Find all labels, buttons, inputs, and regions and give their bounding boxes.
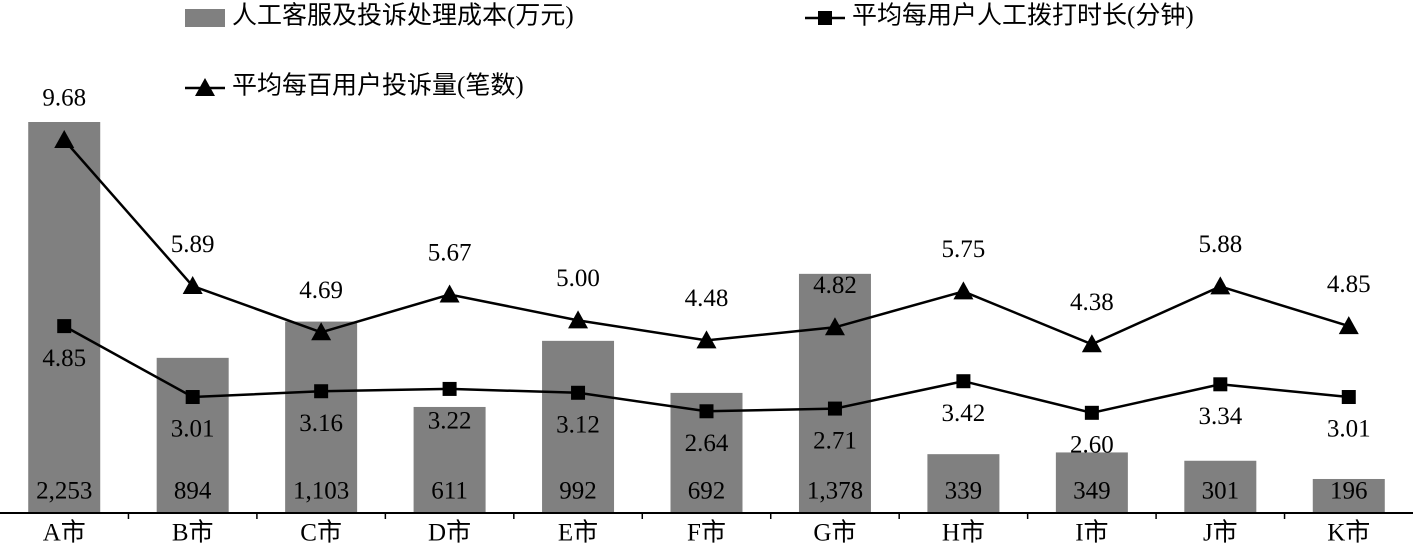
line-value-label: 4.85 bbox=[42, 345, 86, 372]
line-value-label: 2.64 bbox=[685, 430, 729, 457]
line-marker bbox=[827, 401, 842, 416]
x-tick-label: H市 bbox=[942, 519, 985, 547]
line-value-label: 2.71 bbox=[813, 427, 857, 454]
line-value-label: 3.01 bbox=[1327, 416, 1371, 443]
bar-value-label: 692 bbox=[688, 478, 726, 505]
legend-label: 人工客服及投诉处理成本(万元) bbox=[232, 2, 574, 30]
legend-swatch bbox=[185, 9, 225, 27]
bar-value-label: 611 bbox=[431, 478, 468, 505]
x-tick-label: B市 bbox=[172, 519, 214, 547]
line-marker bbox=[696, 330, 717, 349]
line-marker bbox=[195, 78, 215, 96]
line-value-label: 2.60 bbox=[1070, 432, 1114, 459]
line-value-label: 4.82 bbox=[813, 272, 857, 299]
x-tick-label: K市 bbox=[1327, 519, 1370, 547]
line-marker bbox=[1338, 316, 1359, 335]
line-value-label: 4.38 bbox=[1070, 289, 1114, 316]
bar-value-label: 2,253 bbox=[36, 478, 92, 505]
x-tick-label: E市 bbox=[558, 519, 598, 547]
line-marker bbox=[1210, 276, 1231, 295]
line-marker bbox=[442, 381, 457, 396]
bar bbox=[1312, 478, 1385, 513]
bar bbox=[798, 273, 871, 513]
bar bbox=[927, 454, 1000, 513]
legend-label: 平均每用户人工拨打时长(分钟) bbox=[852, 2, 1194, 30]
line-marker bbox=[311, 322, 332, 341]
line-marker bbox=[182, 276, 203, 295]
bar bbox=[28, 122, 101, 513]
line-value-label: 4.48 bbox=[685, 285, 729, 312]
line-value-label: 9.68 bbox=[42, 85, 86, 112]
line-value-label: 3.16 bbox=[299, 410, 343, 437]
line-marker bbox=[956, 374, 971, 389]
x-tick-label: D市 bbox=[428, 519, 471, 547]
bar-value-label: 992 bbox=[559, 478, 597, 505]
line-marker bbox=[568, 310, 589, 329]
line-value-label: 5.00 bbox=[556, 265, 600, 292]
line-value-label: 3.42 bbox=[942, 400, 986, 427]
line-value-label: 3.01 bbox=[171, 416, 215, 443]
bar-value-label: 349 bbox=[1073, 478, 1111, 505]
line-marker bbox=[57, 319, 72, 334]
line-marker bbox=[439, 284, 460, 303]
bar-value-label: 894 bbox=[174, 478, 212, 505]
line-value-label: 5.88 bbox=[1198, 231, 1242, 258]
bar bbox=[285, 321, 358, 513]
x-tick-label: F市 bbox=[687, 519, 726, 547]
line-marker bbox=[1341, 390, 1356, 405]
x-tick-label: C市 bbox=[300, 519, 342, 547]
line-marker bbox=[54, 130, 75, 148]
line-marker bbox=[571, 385, 586, 400]
bar-value-label: 301 bbox=[1202, 478, 1240, 505]
line-marker bbox=[818, 11, 832, 25]
line-value-label: 3.34 bbox=[1198, 403, 1242, 430]
line-marker bbox=[953, 281, 974, 300]
line-value-label: 3.12 bbox=[556, 412, 600, 439]
bar bbox=[1055, 452, 1128, 513]
line-marker bbox=[1084, 405, 1099, 420]
line-marker bbox=[1213, 377, 1228, 392]
legend-label: 平均每百用户投诉量(笔数) bbox=[232, 72, 524, 100]
x-tick-label: J市 bbox=[1203, 519, 1238, 547]
line-value-label: 3.22 bbox=[428, 408, 472, 435]
line bbox=[63, 139, 1350, 346]
x-tick-label: I市 bbox=[1075, 519, 1108, 547]
bar-value-label: 196 bbox=[1330, 478, 1368, 505]
bar-value-label: 339 bbox=[945, 478, 983, 505]
bar bbox=[1184, 460, 1257, 513]
line-marker bbox=[185, 390, 200, 405]
line-marker bbox=[314, 384, 329, 399]
line-value-label: 5.67 bbox=[428, 239, 472, 266]
line-value-label: 4.85 bbox=[1327, 271, 1371, 298]
line-value-label: 5.75 bbox=[942, 236, 986, 263]
line-marker bbox=[699, 404, 714, 419]
bar-value-label: 1,378 bbox=[807, 478, 863, 505]
line-value-label: 5.89 bbox=[171, 231, 215, 258]
line-marker bbox=[824, 317, 845, 336]
x-tick-label: A市 bbox=[43, 519, 86, 547]
bar bbox=[413, 406, 486, 513]
bar bbox=[542, 340, 615, 513]
bar-value-label: 1,103 bbox=[293, 478, 349, 505]
line-value-label: 4.69 bbox=[299, 277, 343, 304]
x-tick-label: G市 bbox=[813, 519, 856, 547]
line-marker bbox=[1081, 334, 1102, 353]
